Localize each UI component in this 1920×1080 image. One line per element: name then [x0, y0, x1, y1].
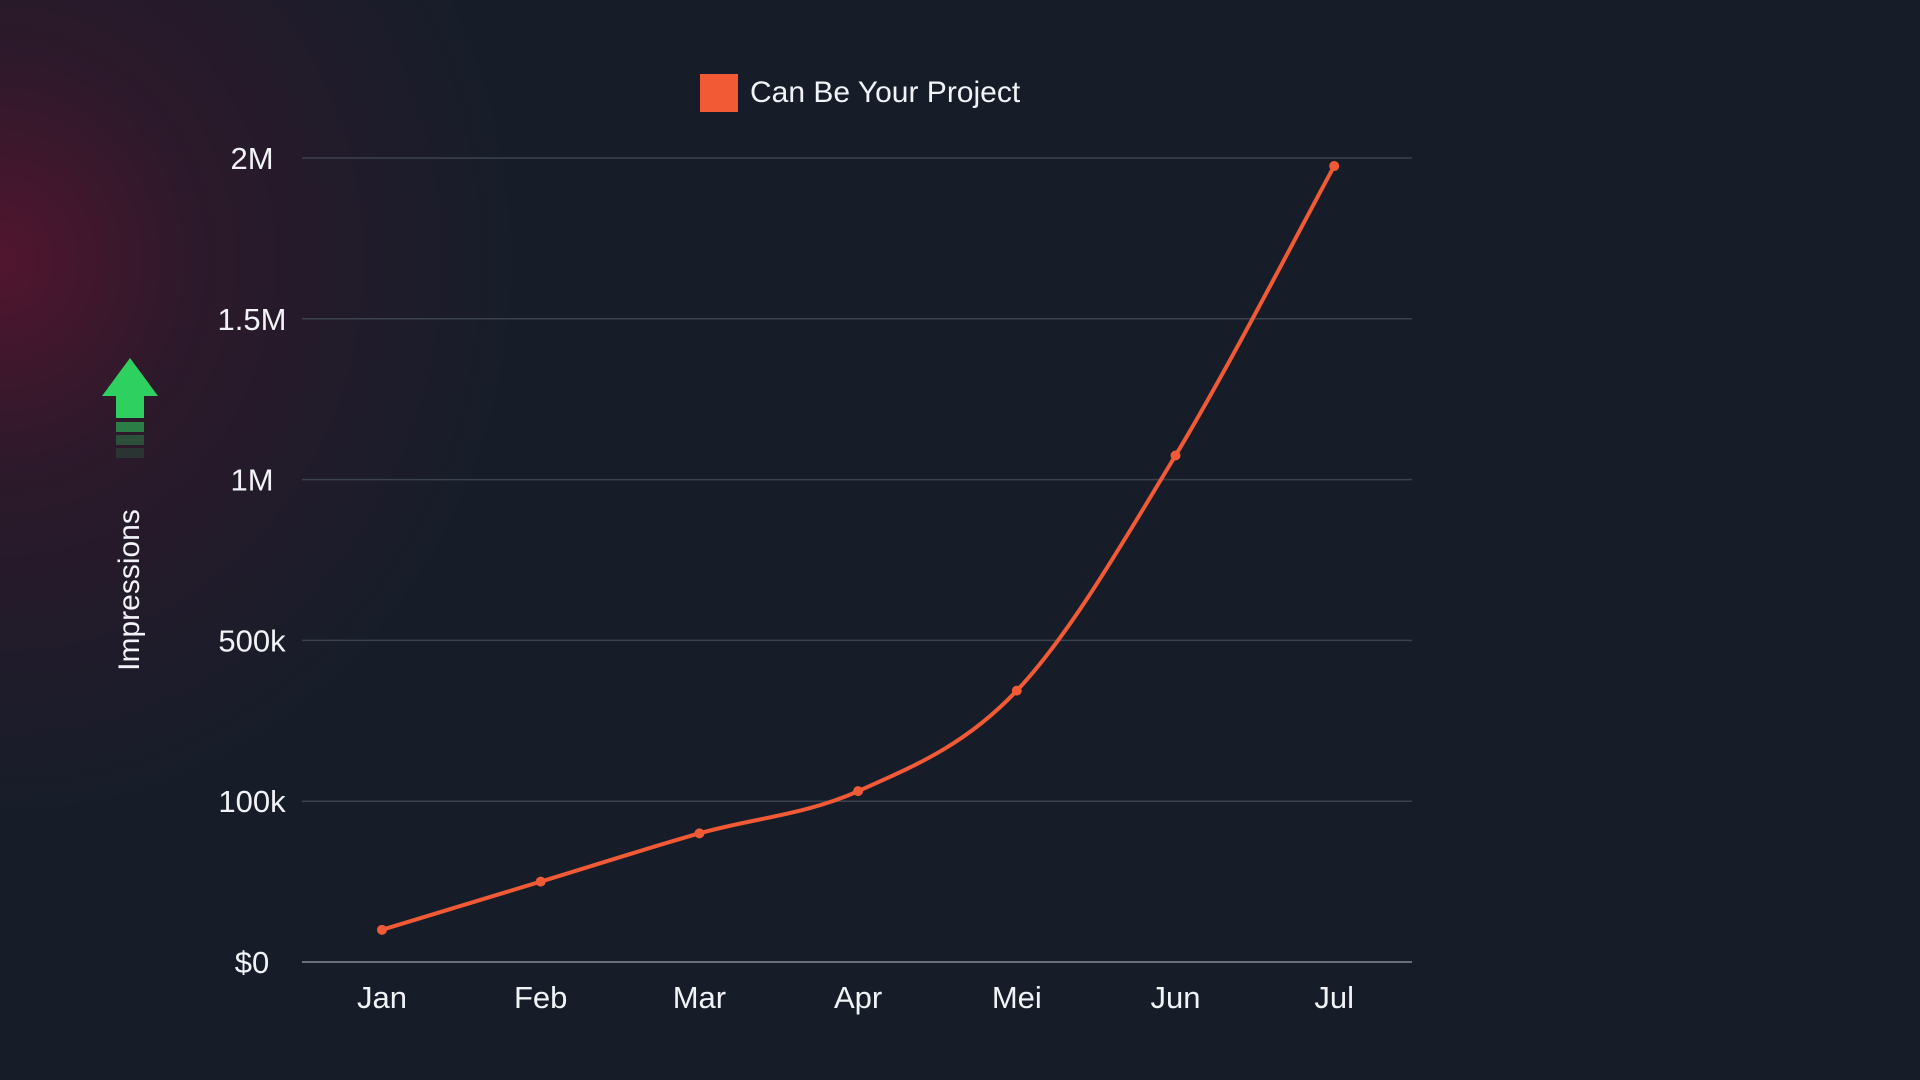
y-tick-labels: $0 100k 500k 1M 1.5M 2M	[218, 141, 287, 980]
x-tick-label: Apr	[834, 980, 882, 1015]
data-point	[694, 828, 705, 839]
data-point	[1170, 450, 1181, 461]
legend: Can Be Your Project	[700, 74, 1020, 112]
series-line	[380, 164, 1337, 932]
x-tick-label: Jul	[1314, 980, 1354, 1015]
legend-swatch	[700, 74, 738, 112]
data-point	[377, 924, 387, 935]
x-tick-label: Mar	[673, 980, 726, 1015]
up-arrow-icon	[102, 358, 158, 458]
y-axis-label: Impressions	[113, 509, 146, 671]
y-tick-label: 100k	[218, 784, 286, 819]
data-point	[1011, 685, 1022, 696]
data-point	[853, 786, 864, 797]
y-tick-label: 1.5M	[218, 302, 287, 337]
x-tick-label: Jan	[357, 980, 407, 1015]
y-tick-label: 500k	[218, 623, 286, 658]
y-tick-label: $0	[235, 945, 269, 980]
x-tick-label: Jun	[1151, 980, 1201, 1015]
data-point	[535, 876, 546, 887]
legend-label: Can Be Your Project	[750, 76, 1021, 109]
x-tick-label: Mei	[992, 980, 1042, 1015]
data-point	[1329, 161, 1340, 172]
y-tick-label: 2M	[230, 141, 273, 176]
y-tick-label: 1M	[230, 463, 273, 498]
data-points	[377, 161, 1340, 935]
x-tick-label: Feb	[514, 980, 567, 1015]
grid-lines	[302, 157, 1412, 963]
x-tick-labels: Jan Feb Mar Apr Mei Jun Jul	[357, 980, 1354, 1015]
